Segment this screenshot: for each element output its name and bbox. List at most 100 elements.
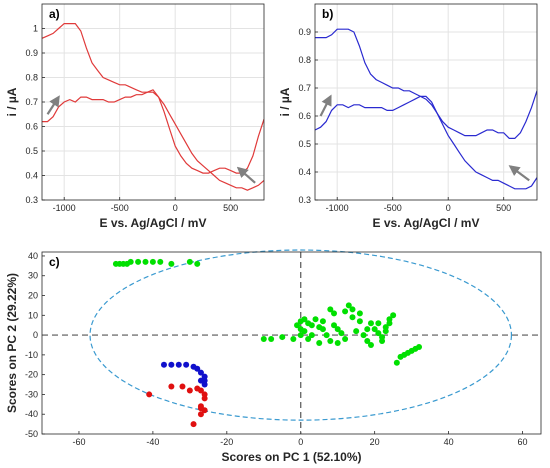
- scatter-point: [127, 258, 134, 265]
- scatter-point: [334, 326, 341, 333]
- y-tick-label: 0.7: [298, 83, 311, 93]
- x-tick-label: 0: [173, 203, 178, 213]
- scatter-point: [379, 338, 386, 345]
- scatter-point: [279, 334, 286, 341]
- scatter-point: [316, 340, 323, 346]
- direction-arrow: [508, 165, 530, 182]
- x-tick-label: -500: [111, 203, 129, 213]
- scatter-point: [190, 421, 197, 428]
- scatter-point: [168, 260, 175, 267]
- y-tick-label: 20: [28, 291, 38, 301]
- x-axis-label: E vs. Ag/AgCl / mV: [100, 216, 207, 230]
- scatter-point: [349, 314, 356, 321]
- x-tick-label: 40: [444, 437, 454, 447]
- scatter-point: [157, 258, 164, 265]
- scatter-point: [345, 302, 352, 309]
- scatter-point: [294, 322, 301, 329]
- scatter-point: [297, 332, 304, 339]
- scatter-point: [142, 258, 149, 265]
- x-tick-label: 60: [518, 437, 528, 447]
- scatter-point: [175, 361, 182, 368]
- y-tick-label: 0.9: [25, 48, 38, 58]
- series-line-2: [315, 28, 537, 190]
- scatter-point: [186, 387, 193, 394]
- plot-frame: [41, 3, 265, 201]
- scatter-point: [375, 330, 382, 337]
- y-tick-label: 0: [33, 330, 38, 340]
- scatter-point: [301, 328, 308, 335]
- scatter-point: [319, 318, 326, 325]
- scatter-point: [135, 258, 142, 265]
- panel-label: b): [322, 7, 333, 21]
- x-tick-label: 0: [298, 437, 303, 447]
- y-tick-label: -40: [25, 409, 38, 419]
- scatter-point: [149, 258, 156, 265]
- y-tick-label: 0.4: [298, 167, 311, 177]
- y-axis-label: Scores on PC 2 (29.22%): [5, 273, 19, 413]
- y-tick-label: -30: [25, 389, 38, 399]
- scatter-point: [201, 381, 208, 388]
- y-axis-label: i / µA: [278, 87, 292, 116]
- scatter-point: [308, 332, 315, 339]
- scatter-point: [268, 336, 275, 343]
- plot-frame: [41, 251, 542, 435]
- scatter-point: [183, 361, 190, 368]
- scatter-point: [194, 260, 201, 267]
- y-tick-label: 0.5: [25, 146, 38, 156]
- x-axis-label: E vs. Ag/AgCl / mV: [373, 216, 480, 230]
- scatter-point: [197, 387, 204, 394]
- chart-panel-2: -1000 -500 0 500 0.3 0.4 0.5 0.6 0.7 0.8 0.9 b) E vs…: [278, 3, 538, 230]
- chart-panel-3: -60 -40 -20 0 20 40 60 -50 -40 -30 -20 -10 0 10 20 30 40…: [5, 249, 542, 464]
- scatter-point: [360, 332, 367, 339]
- y-tick-label: 0.6: [25, 122, 38, 132]
- plot-area: [315, 4, 537, 200]
- scatter-point: [364, 326, 371, 333]
- y-tick-label: 10: [28, 310, 38, 320]
- plot-area: [42, 252, 541, 434]
- scatter-point: [201, 407, 208, 414]
- x-tick-label: 500: [496, 203, 511, 213]
- x-tick-label: -1000: [326, 203, 349, 213]
- y-tick-label: 40: [28, 251, 38, 261]
- scatter-point: [331, 322, 338, 329]
- scatter-point: [364, 338, 371, 345]
- scatter-point: [197, 411, 204, 418]
- confidence-ellipse: [89, 249, 513, 421]
- y-tick-label: -20: [25, 370, 38, 380]
- y-tick-label: 0.3: [25, 195, 38, 205]
- scatter-point: [367, 320, 374, 327]
- scatter-point: [160, 361, 167, 368]
- plot-frame: [314, 3, 538, 201]
- y-tick-label: 0.4: [25, 171, 38, 181]
- scatter-point: [342, 336, 349, 343]
- series-line-1: [42, 89, 264, 174]
- y-axis-label: i / µA: [5, 87, 19, 116]
- direction-arrow: [319, 94, 332, 117]
- scatter-point: [201, 395, 208, 402]
- x-tick-label: -40: [146, 437, 159, 447]
- panel-label: c): [49, 255, 60, 269]
- y-tick-label: 0.6: [298, 111, 311, 121]
- scatter-point: [386, 320, 393, 327]
- scatter-point: [393, 359, 400, 366]
- scatter-point: [338, 330, 345, 337]
- scatter-point: [382, 328, 389, 335]
- scatter-point: [308, 322, 315, 329]
- scatter-point: [353, 328, 360, 335]
- scatter-point: [168, 383, 175, 390]
- scatter-point: [323, 332, 330, 339]
- x-tick-label: -60: [72, 437, 85, 447]
- scatter-point: [334, 340, 341, 346]
- y-tick-label: 30: [28, 271, 38, 281]
- y-tick-label: 0.7: [25, 97, 38, 107]
- x-tick-label: -20: [220, 437, 233, 447]
- y-tick-label: 0.9: [298, 27, 311, 37]
- y-tick-label: 0.3: [298, 195, 311, 205]
- scatter-point: [260, 336, 267, 343]
- scatter-point: [342, 308, 349, 315]
- scatter-point: [197, 369, 204, 376]
- scatter-point: [312, 316, 319, 323]
- scatter-point: [356, 318, 363, 325]
- scatter-point: [416, 343, 423, 350]
- scatter-point: [179, 383, 186, 390]
